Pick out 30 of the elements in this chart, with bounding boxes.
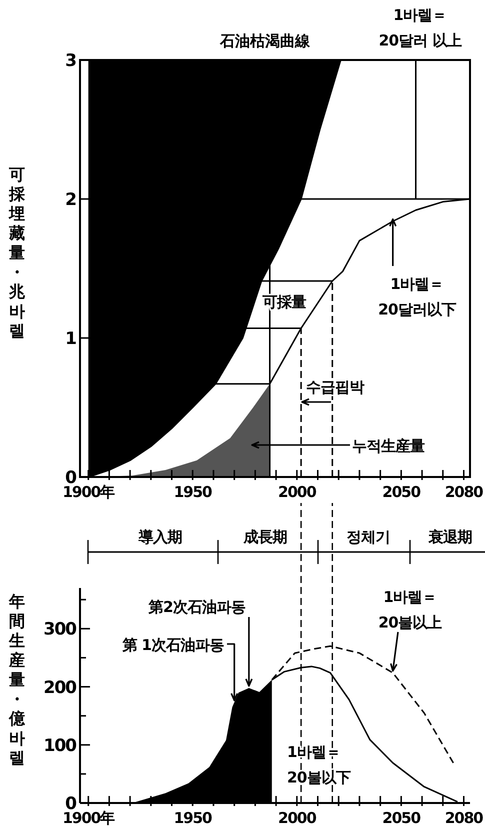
x-tick-label: 2080 [444,483,484,501]
annotation: 1바렐＝ 20달러以下 [378,275,456,318]
text: 정체기 [346,528,390,546]
y-tick-label: 100 [44,736,78,756]
text: 可採埋藏量・兆바렐 [9,165,25,340]
annotation: 누적生産量 [352,437,425,455]
text: 導入期 [137,528,182,546]
text: 成長期 [242,528,288,546]
y-tick-label: 3 [65,51,76,71]
y-tick-label: 300 [44,620,78,640]
text: 衰退期 [427,528,472,546]
annotation: 수급핍박 [306,378,364,396]
text: 年間生産量・億바렐 [9,592,25,767]
y-tick-label: 1 [65,329,76,349]
y-tick-label: 2 [65,190,76,210]
x-tick-label: 2000 [278,809,316,827]
x-tick-label: 1900年 [62,483,116,501]
x-tick-label: 2050 [382,809,421,827]
text: 1바렐＝ 20달러 以上 [378,6,462,50]
x-tick-label: 2050 [382,483,421,501]
annotation: 第2次石油파동 [148,598,246,616]
annotation: 第 1次石油파동 [121,636,224,654]
x-tick-label: 1900年 [62,809,116,827]
chart-title: 石油枯渴曲線 [219,32,311,50]
x-tick-label: 1950 [174,483,212,501]
x-tick-label: 2080 [444,809,484,827]
y-tick-label: 200 [44,678,78,698]
annotation: 1바렐＝ 20불以上 [378,588,442,632]
x-tick-label: 2000 [278,483,316,501]
x-tick-label: 1950 [174,809,212,827]
